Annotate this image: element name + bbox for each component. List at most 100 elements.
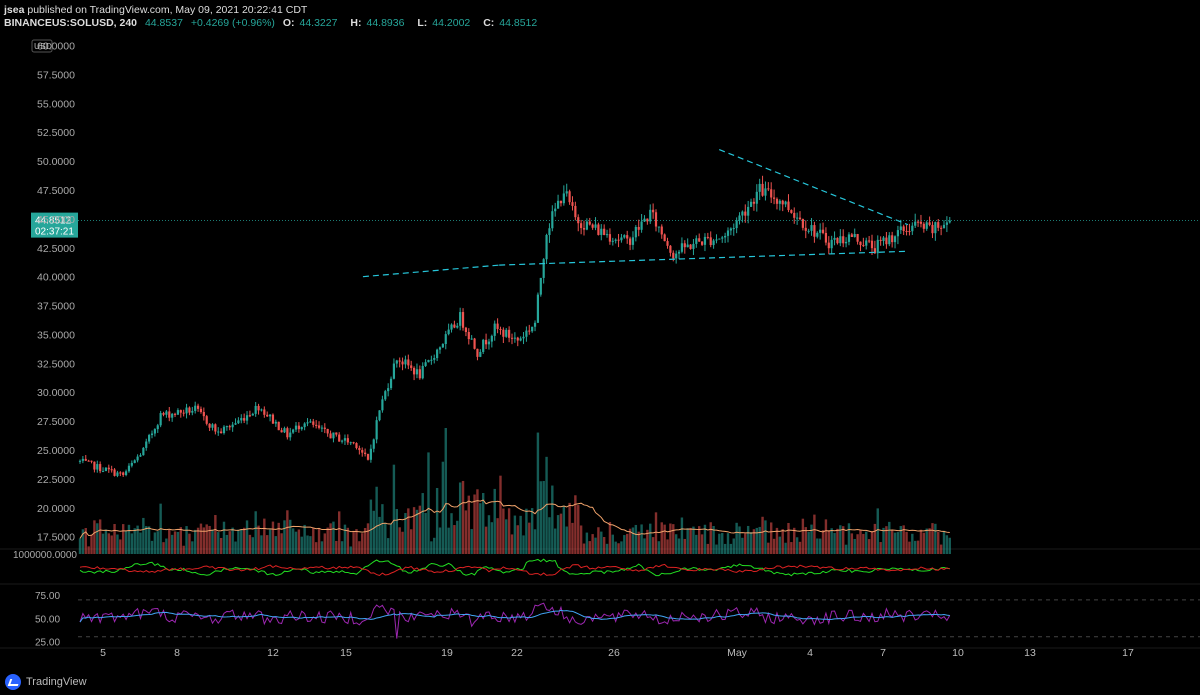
volume-bar (859, 530, 862, 554)
volume-bar (303, 524, 306, 554)
candle-body (473, 338, 476, 349)
volume-bar (525, 508, 528, 554)
candle-body (790, 210, 793, 213)
indicator-tick-label: 1000000.0000 (13, 550, 77, 561)
candle-body (519, 338, 522, 341)
volume-bar (438, 527, 442, 554)
volume-bar (836, 528, 839, 554)
candle-body (78, 460, 82, 462)
candle-body (323, 427, 326, 429)
candle-body (764, 188, 767, 196)
ohlc-low: L: 44.2002 (417, 17, 471, 29)
candle-body (404, 359, 407, 365)
volume-bar (764, 520, 767, 554)
candle-body (888, 235, 891, 245)
symbol-name[interactable]: BINANCEUS:SOLUSD, 240 (4, 17, 138, 29)
volume-bar (458, 482, 462, 554)
volume-bar (617, 543, 620, 554)
trendline[interactable] (718, 148, 909, 226)
volume-bar (479, 503, 482, 554)
trendline[interactable] (362, 264, 500, 278)
volume-bar (461, 480, 465, 554)
volume-bar (942, 530, 946, 554)
time-tick-label: 15 (340, 647, 352, 659)
candle-body (130, 462, 133, 466)
candle-body (142, 447, 145, 456)
candle-body (438, 347, 442, 350)
price-tick-label: 27.5000 (37, 416, 75, 428)
candle-body (366, 454, 370, 460)
candle-body (568, 191, 571, 203)
candle-body (942, 224, 946, 229)
candle-body (493, 323, 496, 336)
candle-body (496, 323, 499, 329)
candle-body (545, 234, 548, 260)
volume-bar (510, 534, 514, 554)
volume-bar (554, 528, 557, 554)
candle-body (796, 217, 799, 219)
candle-body (306, 422, 309, 424)
volume-bar (916, 540, 920, 554)
price-tick-label: 42.5000 (37, 243, 75, 255)
volume-bar (833, 532, 836, 554)
volume-bar (651, 537, 655, 554)
candle-body (588, 221, 591, 225)
candle-body (585, 221, 588, 230)
candle-body (580, 223, 583, 229)
candle-body (148, 435, 151, 442)
candle-body (251, 413, 254, 416)
volume-bar (386, 538, 390, 554)
candle-body (450, 324, 453, 330)
volume-bar (839, 525, 842, 554)
volume-bar (98, 519, 102, 554)
candle-body (856, 234, 859, 242)
volume-bar (314, 542, 318, 554)
volume-bar (585, 532, 589, 554)
candle-body (937, 222, 940, 228)
volume-bar (395, 509, 398, 554)
candle-body (916, 221, 920, 223)
candle-body (879, 239, 882, 241)
volume-bar (746, 525, 750, 554)
volume-bar (453, 525, 456, 554)
volume-bar (565, 526, 568, 554)
volume-bar (338, 511, 341, 554)
candle-body (352, 442, 355, 444)
volume-bar (888, 521, 891, 554)
candle-body (479, 351, 482, 357)
volume-bar (294, 531, 298, 554)
candle-body (430, 359, 433, 361)
currency-unit-label[interactable]: USD (34, 41, 52, 51)
brand[interactable]: TradingView (5, 674, 87, 690)
candle-body (243, 418, 246, 421)
volume-bar (611, 534, 614, 554)
candle-body (577, 217, 580, 224)
candle-body (718, 238, 721, 240)
volume-bar (124, 530, 128, 554)
currency-unit-box[interactable] (31, 39, 53, 53)
volume-bar (286, 510, 289, 554)
candle-body (81, 458, 84, 461)
candle-body (208, 423, 211, 428)
candle-body (444, 334, 447, 345)
candle-body (715, 239, 718, 241)
candle-body (891, 235, 894, 243)
volume-bar (715, 544, 718, 554)
volume-bar (240, 529, 243, 554)
volume-bar (424, 512, 427, 554)
volume-bar (490, 522, 494, 554)
trendline[interactable] (499, 250, 908, 266)
volume-bar (686, 528, 689, 554)
candle-body (669, 245, 672, 253)
volume-bar (928, 528, 931, 554)
author-name[interactable]: jsea (4, 4, 25, 16)
volume-bar (770, 522, 773, 554)
volume-bar (821, 530, 825, 554)
ohlc-high: H: 44.8936 (350, 17, 405, 29)
volume-bar (738, 526, 741, 554)
volume-bar (749, 532, 753, 554)
volume-bar (87, 546, 90, 554)
volume-bar (790, 542, 793, 554)
candle-body (859, 241, 862, 246)
